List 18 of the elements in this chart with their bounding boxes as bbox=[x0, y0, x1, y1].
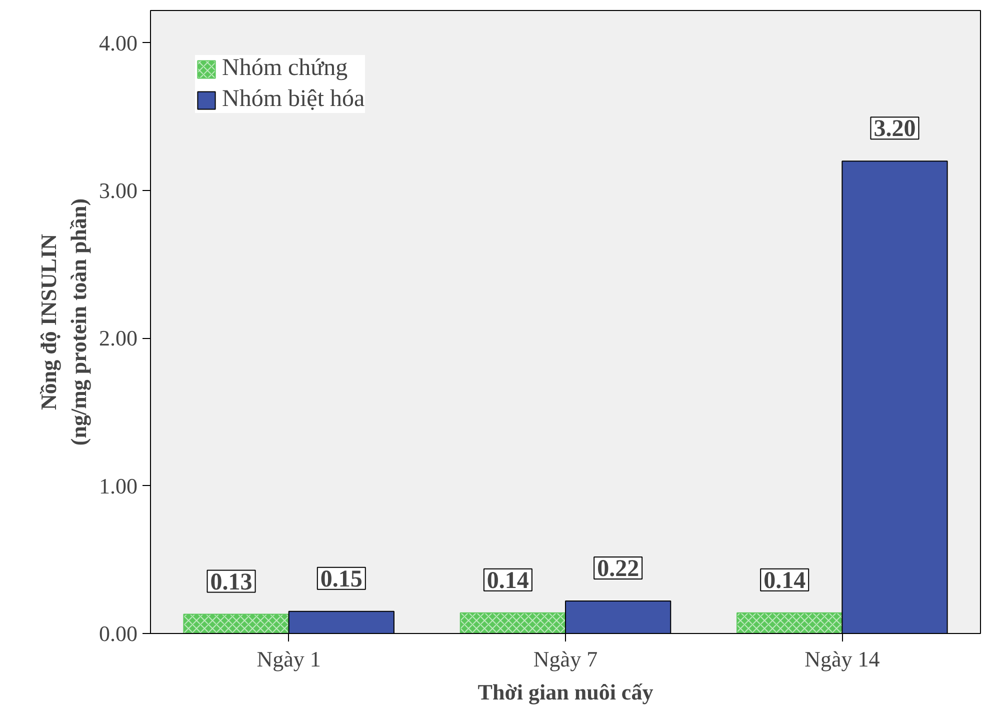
data-label: 0.13 bbox=[210, 569, 252, 596]
legend-label: Nhóm biệt hóa bbox=[222, 86, 365, 113]
y-tick-label: 4.00 bbox=[99, 30, 138, 56]
data-label: 0.22 bbox=[597, 556, 640, 582]
y-tick-label: 3.00 bbox=[99, 178, 138, 204]
x-tick-label: Ngày 14 bbox=[804, 646, 880, 672]
data-label: 0.14 bbox=[764, 568, 806, 594]
y-tick-label: 1.00 bbox=[99, 473, 138, 498]
legend-label: Nhóm chứng bbox=[222, 55, 348, 82]
y-axis-title: Nồng độ INSULIN (ng/mg protein toàn phần) bbox=[36, 198, 91, 446]
y-tick-label: 2.00 bbox=[99, 326, 138, 351]
y-tick-label: 0.00 bbox=[99, 621, 138, 646]
x-tick-label: Ngày 7 bbox=[533, 646, 598, 672]
data-label: 3.20 bbox=[874, 116, 916, 142]
x-axis-title: Thời gian nuôi cấy bbox=[478, 680, 654, 704]
x-tick-label: Ngày 1 bbox=[256, 646, 321, 672]
data-label: 0.14 bbox=[486, 568, 529, 594]
data-label: 0.15 bbox=[320, 566, 362, 592]
